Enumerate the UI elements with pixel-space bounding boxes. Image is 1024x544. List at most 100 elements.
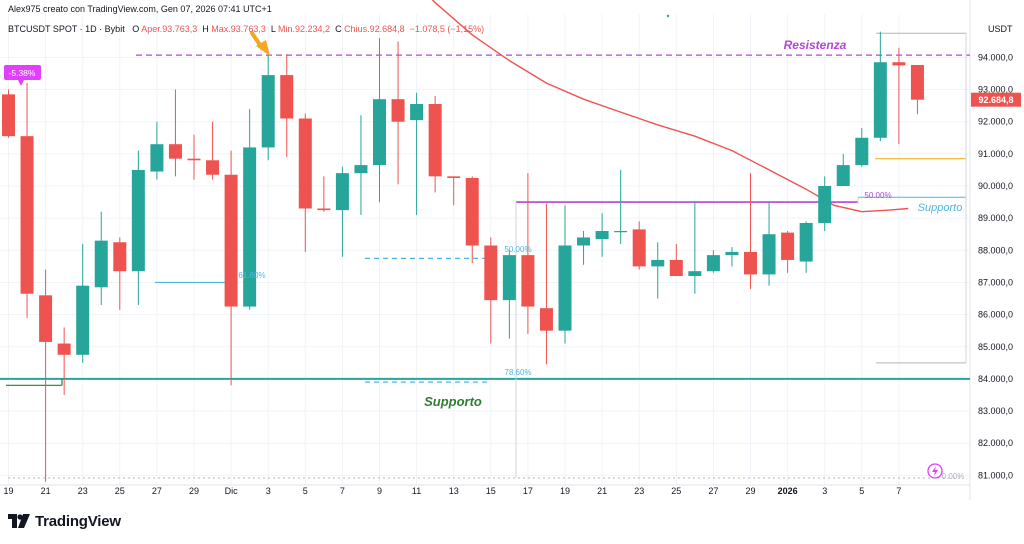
fib-label: 61.80% [238, 271, 265, 280]
candle[interactable] [76, 243, 90, 363]
candle[interactable] [131, 150, 145, 305]
candle-body [187, 158, 201, 161]
candle[interactable] [94, 211, 108, 305]
candle-body [76, 285, 90, 355]
candle-body [428, 104, 442, 177]
last-price-tag[interactable]: 92.684,8 [971, 92, 1021, 107]
candle[interactable] [725, 247, 739, 267]
ohlc-item: H Max.93.763,3 [202, 24, 266, 34]
candle[interactable] [187, 134, 201, 180]
candle[interactable] [818, 176, 832, 232]
candle-body [113, 242, 127, 272]
candle[interactable] [521, 173, 535, 334]
candle-body [243, 147, 257, 307]
ohlc-value: −1.078,5 (−1,15%) [409, 24, 485, 34]
time-tick-label: 3 [822, 486, 827, 496]
price-tick-label: 85.000,0 [978, 342, 1013, 352]
candles [2, 31, 924, 482]
candle[interactable] [168, 89, 182, 177]
candle[interactable] [502, 250, 516, 339]
candle[interactable] [373, 38, 386, 203]
symbol-line[interactable]: BTCUSDT SPOT · 1D · Bybit [8, 24, 125, 34]
candle-body [910, 65, 924, 100]
candle[interactable] [261, 54, 275, 161]
candle-body [447, 176, 461, 178]
price-tick-label: 94.000,0 [978, 52, 1013, 62]
ohlc-value: Chius.92.684,8 [344, 24, 405, 34]
candle-body [373, 99, 386, 166]
time-tick-label: 25 [671, 486, 681, 496]
candle[interactable] [762, 202, 776, 286]
candle[interactable] [873, 31, 887, 141]
candle[interactable] [280, 54, 294, 158]
author-line: Alex975 creato con TradingView.com, Gen … [8, 4, 272, 14]
candle[interactable] [910, 65, 924, 115]
time-tick-label: 5 [859, 486, 864, 496]
candle[interactable] [113, 237, 127, 310]
time-tick-label: 13 [449, 486, 459, 496]
candle[interactable] [484, 237, 498, 344]
candle-body [168, 144, 182, 159]
candle-body [57, 343, 71, 355]
candle[interactable] [595, 213, 609, 257]
candle[interactable] [688, 202, 702, 294]
price-axis[interactable]: 81.000,0 82.000,0 83.000,0 84.000,0 85.000,0… [978, 52, 1013, 480]
ohlc-item: O Aper.93.763,3 [132, 24, 197, 34]
time-tick-label: 17 [523, 486, 533, 496]
candle-body [484, 245, 498, 301]
candle[interactable] [577, 231, 591, 265]
candle[interactable] [614, 169, 628, 244]
candle-body [669, 259, 683, 277]
candle[interactable] [298, 113, 312, 252]
pct-change-badge[interactable]: -5.38% [4, 65, 41, 86]
candle[interactable] [781, 231, 795, 273]
candle-body [614, 231, 628, 233]
ohlc-value: Max.93.763,3 [211, 24, 266, 34]
candle[interactable] [669, 243, 683, 277]
candle[interactable] [465, 176, 479, 264]
support-right-label: Supporto [918, 202, 963, 214]
candle[interactable] [20, 83, 34, 318]
candle[interactable] [2, 89, 15, 138]
candle[interactable] [539, 203, 553, 365]
support-label: Supporto [424, 394, 482, 409]
candle[interactable] [224, 150, 238, 386]
candle[interactable] [836, 153, 850, 187]
candle[interactable] [447, 176, 461, 206]
candle[interactable] [57, 327, 71, 395]
candle[interactable] [206, 121, 220, 180]
candle[interactable] [744, 173, 757, 289]
candle[interactable] [892, 47, 906, 145]
tradingview-logo[interactable]: TradingView [8, 511, 121, 531]
candle[interactable] [558, 205, 572, 344]
candle[interactable] [799, 221, 813, 273]
candle[interactable] [335, 166, 349, 257]
candle-body [762, 234, 776, 275]
moving-average-line[interactable] [407, 0, 909, 213]
price-tick-label: 90.000,0 [978, 181, 1013, 191]
candle[interactable] [39, 269, 53, 482]
candle-body [744, 251, 757, 275]
price-tick-label: 92.000,0 [978, 117, 1013, 127]
candle[interactable] [150, 121, 164, 180]
candle-body [391, 99, 405, 122]
lightning-icon[interactable] [927, 463, 943, 479]
price-tick-label: 82.000,0 [978, 438, 1013, 448]
candle[interactable] [855, 128, 869, 167]
candle[interactable] [632, 221, 646, 270]
time-tick-label: 19 [3, 486, 13, 496]
candle[interactable] [410, 92, 424, 215]
candle[interactable] [651, 242, 665, 299]
candle[interactable] [354, 115, 368, 215]
time-tick-label: 27 [708, 486, 718, 496]
candle[interactable] [428, 95, 442, 193]
ohlc-value: Min.92.234,2 [278, 24, 331, 34]
ohlc-item: L Min.92.234,2 [271, 24, 330, 34]
candle[interactable] [706, 250, 720, 273]
candle[interactable] [391, 41, 405, 185]
candle[interactable] [243, 108, 257, 310]
candle[interactable] [317, 176, 331, 212]
candle-body [539, 308, 553, 331]
candle-body [2, 94, 15, 137]
